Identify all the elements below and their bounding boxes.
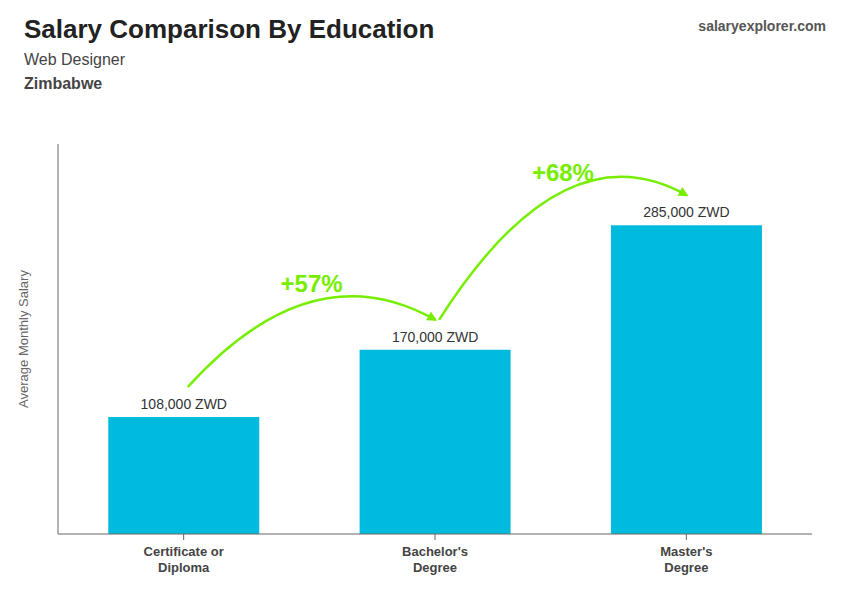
- svg-text:Average Monthly Salary: Average Monthly Salary: [16, 270, 31, 408]
- svg-text:+57%: +57%: [281, 270, 343, 297]
- svg-text:285,000 ZWD: 285,000 ZWD: [643, 204, 729, 220]
- svg-text:+68%: +68%: [532, 159, 594, 186]
- svg-text:108,000 ZWD: 108,000 ZWD: [141, 396, 227, 412]
- html-text:Web Designer: Web Designer: [24, 51, 126, 68]
- svg-text:Bachelor'sDegree: Bachelor'sDegree: [402, 544, 468, 575]
- html-text:Salary Comparison By Education: Salary Comparison By Education: [24, 14, 435, 44]
- svg-text:170,000 ZWD: 170,000 ZWD: [392, 329, 478, 345]
- svg-text:Certificate orDiploma: Certificate orDiploma: [144, 544, 224, 575]
- html-text:salaryexplorer.com: salaryexplorer.com: [698, 18, 826, 34]
- svg-text:Master'sDegree: Master'sDegree: [660, 544, 712, 575]
- html-text:Zimbabwe: Zimbabwe: [24, 75, 103, 92]
